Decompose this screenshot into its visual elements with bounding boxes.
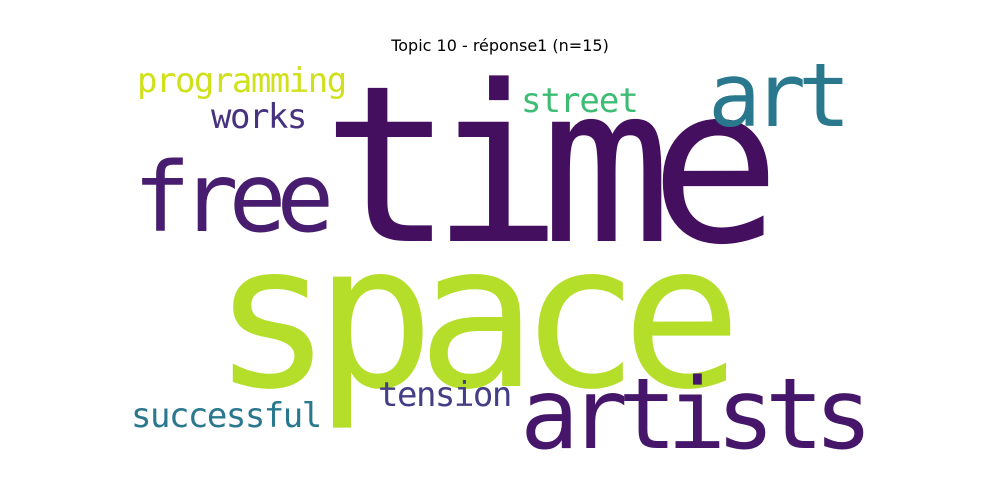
word-art: art	[708, 44, 851, 147]
chart-title: Topic 10 - réponse1 (n=15)	[391, 36, 609, 55]
word-street: street	[521, 81, 639, 121]
word-space: space	[212, 201, 742, 434]
word-successful: successful	[131, 396, 322, 436]
word-programming: programming	[137, 61, 347, 101]
word-time: time	[322, 40, 781, 293]
word-artists: artists	[520, 358, 873, 472]
word-free: free	[133, 142, 334, 254]
word-tension: tension	[378, 375, 512, 415]
word-works: works	[211, 97, 307, 137]
